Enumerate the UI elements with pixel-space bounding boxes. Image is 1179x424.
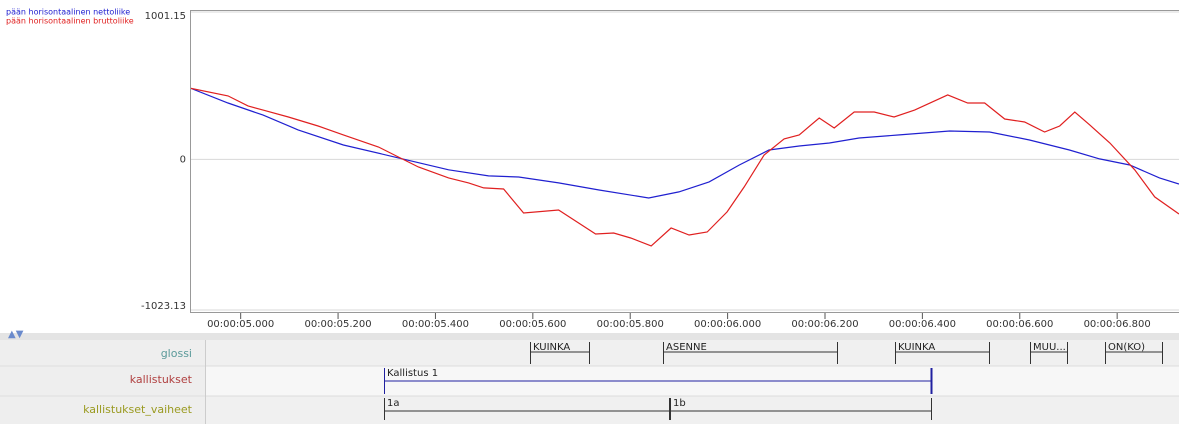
- annotation[interactable]: KUINKA: [898, 342, 935, 353]
- tier-row: [205, 340, 1179, 366]
- line-series: [191, 87, 1179, 199]
- line-series: [191, 87, 1179, 247]
- annotation[interactable]: ASENNE: [666, 342, 707, 353]
- scroll-arrows[interactable]: ▲▼: [8, 329, 24, 340]
- x-tick-label: 00:00:06.200: [791, 319, 858, 330]
- annotation[interactable]: 1b: [673, 398, 686, 409]
- x-tick-label: 00:00:05.400: [402, 319, 469, 330]
- annotation[interactable]: KUINKA: [533, 342, 570, 353]
- y-tick-label: 0: [180, 154, 186, 165]
- tier-name: kallistukset_vaiheet: [83, 403, 193, 416]
- annotation[interactable]: MUU...: [1033, 342, 1066, 353]
- plot-frame: [190, 10, 1179, 313]
- x-tick-label: 00:00:06.000: [694, 319, 761, 330]
- x-tick-label: 00:00:05.800: [597, 319, 664, 330]
- legend-entry: pään horisontaalinen bruttoliike: [6, 17, 134, 26]
- x-tick-label: 00:00:06.400: [889, 319, 956, 330]
- splitter[interactable]: [0, 333, 1179, 340]
- plot: [191, 11, 1179, 311]
- annotation[interactable]: 1a: [387, 398, 400, 409]
- x-tick-label: 00:00:06.600: [986, 319, 1053, 330]
- annotation[interactable]: Kallistus 1: [387, 368, 438, 379]
- x-tick-label: 00:00:06.800: [1084, 319, 1151, 330]
- tier-name: glossi: [161, 347, 192, 360]
- legend-entry: pään horisontaalinen nettoliike: [6, 8, 130, 17]
- annotation[interactable]: ON(KO): [1108, 342, 1145, 353]
- y-tick-label: 1001.15: [145, 11, 186, 22]
- tier-name: kallistukset: [130, 373, 193, 386]
- y-tick-label: -1023.13: [141, 301, 186, 312]
- x-tick-label: 00:00:05.200: [304, 319, 371, 330]
- x-tick-label: 00:00:05.600: [499, 319, 566, 330]
- tier-row: [205, 396, 1179, 424]
- x-tick-label: 00:00:05.000: [207, 319, 274, 330]
- tier-name-panel: [0, 340, 205, 424]
